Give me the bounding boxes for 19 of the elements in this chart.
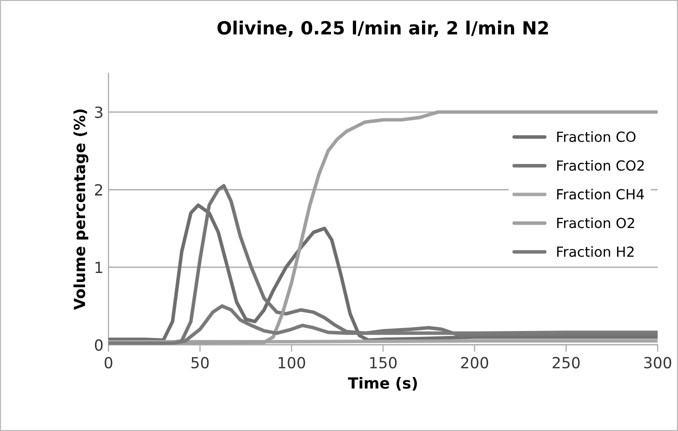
x-tick-label: 300 bbox=[644, 356, 672, 368]
x-tick-label: 250 bbox=[552, 356, 580, 368]
legend-label: Fraction O2 bbox=[557, 217, 634, 228]
legend-label: Fraction CH4 bbox=[557, 188, 644, 200]
x-tick-label: 0 bbox=[104, 356, 112, 368]
chart-title: Olivine, 0.25 l/min air, 2 l/min N2 bbox=[218, 20, 548, 37]
x-tick-label: 100 bbox=[278, 356, 306, 368]
x-axis-title: Time (s) bbox=[348, 376, 417, 391]
y-tick-label: 1 bbox=[96, 262, 102, 274]
y-tick-label: 2 bbox=[95, 184, 102, 196]
y-tick-label: 0 bbox=[94, 339, 103, 351]
x-tick-label: 200 bbox=[461, 356, 488, 368]
legend-label: Fraction H2 bbox=[557, 246, 634, 257]
x-tick-label: 150 bbox=[370, 356, 397, 368]
y-tick-label: 3 bbox=[95, 106, 102, 118]
legend-label: Fraction CO bbox=[557, 131, 636, 142]
y-axis-title: Volume percentage (%) bbox=[73, 109, 88, 310]
x-tick-label: 50 bbox=[191, 356, 209, 368]
legend-label: Fraction CO2 bbox=[557, 160, 644, 171]
